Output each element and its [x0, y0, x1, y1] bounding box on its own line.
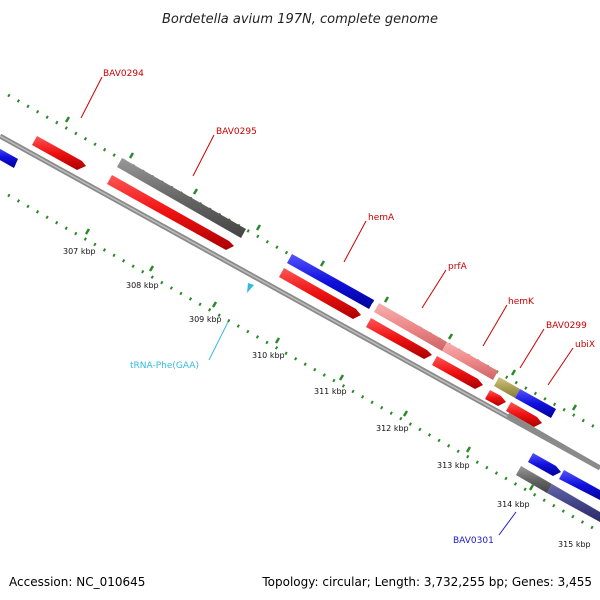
kbp-label-308: 308 kbp: [126, 281, 159, 290]
gene-labels: BAV0294 BAV0295 hemA prfA hemK BAV0299 u…: [103, 69, 595, 546]
map-title: Bordetella avium 197N, complete genome: [162, 12, 438, 27]
gene-label-prfA: prfA: [448, 262, 468, 272]
topology-summary-text: Topology: circular; Length: 3,732,255 bp…: [261, 575, 592, 589]
kbp-label-314: 314 kbp: [497, 500, 530, 509]
inner-track-ticks: [84, 228, 535, 491]
kbp-label-309: 309 kbp: [189, 315, 222, 324]
gene-feature-BAV0299: [494, 377, 520, 398]
kbp-label-315: 315 kbp: [558, 540, 591, 549]
gene-label-ubiX: ubiX: [575, 340, 595, 350]
accession-text: Accession: NC_010645: [9, 575, 145, 589]
outer-strand-features: [0, 136, 556, 418]
lower-right-features: [516, 453, 600, 522]
gene-feature-hemK: [442, 342, 498, 380]
outer-track-ticks: [64, 116, 578, 411]
gene-feature-red-6: [506, 402, 542, 427]
gene-label-BAV0301: BAV0301: [453, 536, 494, 546]
gene-feature-blue-lower-1: [528, 453, 561, 476]
gene-feature-red-2: [279, 268, 361, 319]
gene-feature-BAV0294: [32, 136, 86, 170]
kbp-label-313: 313 kbp: [437, 461, 470, 470]
gene-label-BAV0294: BAV0294: [103, 69, 144, 79]
gene-label-BAV0299: BAV0299: [546, 321, 587, 331]
gene-feature-red-4: [432, 356, 483, 389]
kbp-label-312: 312 kbp: [376, 424, 409, 433]
gene-feature-prfA: [374, 303, 447, 351]
gene-label-BAV0295: BAV0295: [216, 127, 257, 137]
inner-strand-features: [107, 175, 542, 427]
gene-label-trna: tRNA-Phe(GAA): [130, 361, 199, 371]
gene-feature-BAV0295-gray: [117, 158, 246, 238]
inner-dotted-track: [7, 193, 600, 534]
gene-feature-hemA: [287, 254, 374, 309]
gene-feature-red-5: [485, 390, 506, 406]
kbp-labels: 307 kbp 308 kbp 309 kbp 310 kbp 311 kbp …: [63, 247, 591, 549]
gene-feature-blue-lower-2: [559, 470, 600, 500]
gene-feature-blue-left: [0, 148, 18, 168]
kbp-label-310: 310 kbp: [252, 351, 285, 360]
gene-label-hemK: hemK: [508, 297, 535, 307]
gene-feature-red-1: [107, 175, 234, 250]
gene-feature-BAV0301-gray: [516, 466, 552, 493]
gene-label-hemA: hemA: [368, 213, 395, 223]
gene-feature-navy: [547, 484, 600, 522]
kbp-label-311: 311 kbp: [314, 387, 347, 396]
label-leader-lines: [80, 76, 574, 536]
gene-feature-red-3: [366, 318, 432, 359]
gene-feature-ubiX: [515, 389, 556, 418]
kbp-label-307: 307 kbp: [63, 247, 96, 256]
trna-marker: [247, 283, 254, 293]
